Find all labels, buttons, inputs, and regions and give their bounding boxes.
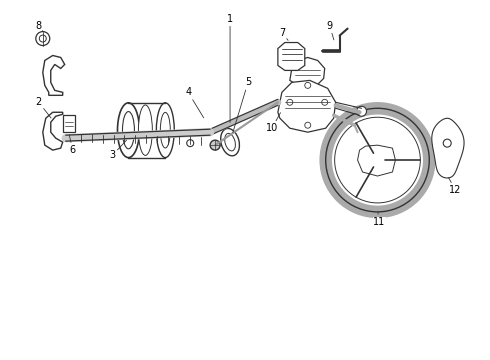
Polygon shape: [43, 55, 65, 95]
Polygon shape: [43, 112, 63, 150]
Ellipse shape: [156, 103, 174, 158]
Polygon shape: [290, 58, 325, 87]
Text: 6: 6: [69, 135, 76, 155]
Ellipse shape: [118, 103, 140, 158]
Text: 11: 11: [373, 213, 386, 227]
Circle shape: [305, 122, 311, 128]
Text: 2: 2: [36, 97, 51, 118]
Polygon shape: [278, 42, 305, 71]
Polygon shape: [63, 115, 74, 132]
Circle shape: [287, 99, 293, 105]
Text: 5: 5: [233, 77, 251, 132]
Circle shape: [36, 32, 50, 45]
Circle shape: [364, 146, 392, 174]
Ellipse shape: [220, 129, 240, 156]
Text: 9: 9: [327, 21, 334, 40]
Polygon shape: [432, 118, 464, 178]
Text: 10: 10: [266, 113, 280, 133]
Circle shape: [305, 82, 311, 88]
Text: 8: 8: [36, 21, 43, 32]
Text: 3: 3: [109, 140, 126, 160]
Circle shape: [443, 139, 451, 147]
Ellipse shape: [225, 134, 235, 151]
Polygon shape: [358, 145, 395, 176]
Circle shape: [357, 106, 367, 116]
Polygon shape: [278, 80, 336, 132]
Text: 1: 1: [227, 14, 233, 122]
Text: 7: 7: [279, 28, 288, 40]
Circle shape: [322, 99, 328, 105]
Circle shape: [187, 140, 194, 147]
Circle shape: [210, 140, 220, 150]
Ellipse shape: [122, 112, 134, 149]
Circle shape: [39, 35, 46, 42]
Ellipse shape: [138, 105, 152, 156]
Text: 4: 4: [185, 87, 204, 118]
Text: 12: 12: [448, 177, 462, 195]
Ellipse shape: [160, 112, 171, 148]
Circle shape: [369, 152, 386, 168]
